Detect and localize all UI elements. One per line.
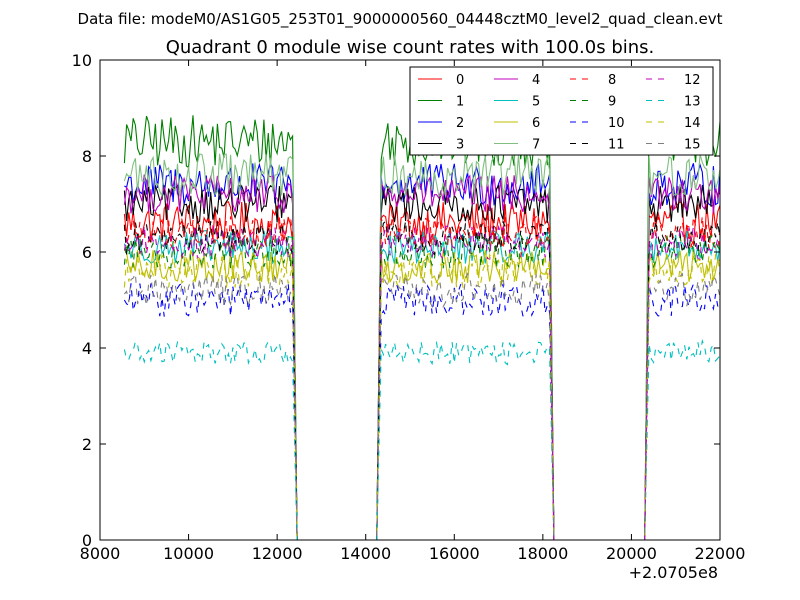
x-tick-label: 10000 xyxy=(163,544,214,563)
suptitle: Data file: modeM0/AS1G05_253T01_90000005… xyxy=(78,10,723,29)
x-offset-label: +2.0705e8 xyxy=(629,563,718,582)
legend-label-14: 14 xyxy=(684,116,701,131)
x-tick-label: 20000 xyxy=(606,544,657,563)
legend-label-6: 6 xyxy=(532,116,540,131)
x-tick-label: 12000 xyxy=(252,544,303,563)
series-line-0 xyxy=(123,200,721,541)
series-line-6 xyxy=(123,249,721,541)
x-tick-label: 16000 xyxy=(429,544,480,563)
ticks-layer: 8000 10000 12000 14000 16000 18000 20000 22000 0… xyxy=(72,51,746,563)
series-line-7 xyxy=(123,153,721,541)
y-tick-label: 4 xyxy=(82,339,92,358)
x-tick-label: 22000 xyxy=(695,544,746,563)
series-line-13 xyxy=(123,338,721,541)
x-tick-label: 18000 xyxy=(517,544,568,563)
legend-label-5: 5 xyxy=(532,95,540,110)
legend-label-10: 10 xyxy=(608,116,625,131)
legend-label-13: 13 xyxy=(684,95,701,110)
legend-label-2: 2 xyxy=(456,116,464,131)
y-tick-label: 10 xyxy=(72,51,92,70)
x-tick-label: 14000 xyxy=(340,544,391,563)
series-line-14 xyxy=(123,252,721,541)
series-line-12 xyxy=(123,224,721,541)
chart-title: Quadrant 0 module wise count rates with … xyxy=(166,37,655,58)
legend-label-12: 12 xyxy=(684,73,701,88)
legend-label-0: 0 xyxy=(456,73,464,88)
plot-frame xyxy=(99,59,721,541)
legend-label-4: 4 xyxy=(532,73,540,88)
legend-label-3: 3 xyxy=(456,138,464,153)
legend-label-1: 1 xyxy=(456,95,464,110)
legend-label-9: 9 xyxy=(608,95,616,110)
legend-label-15: 15 xyxy=(684,138,701,153)
legend-label-8: 8 xyxy=(608,73,616,88)
y-tick-label: 6 xyxy=(82,243,92,262)
series-line-15 xyxy=(123,271,721,541)
series-line-3 xyxy=(123,183,721,541)
series-line-9 xyxy=(123,233,721,541)
legend-box xyxy=(409,66,714,156)
y-tick-label: 8 xyxy=(82,147,92,166)
legend-label-7: 7 xyxy=(532,138,540,153)
x-tick-label: 8000 xyxy=(80,544,121,563)
y-tick-label: 2 xyxy=(82,435,92,454)
y-tick-label: 0 xyxy=(82,531,92,550)
legend-label-11: 11 xyxy=(608,138,625,153)
